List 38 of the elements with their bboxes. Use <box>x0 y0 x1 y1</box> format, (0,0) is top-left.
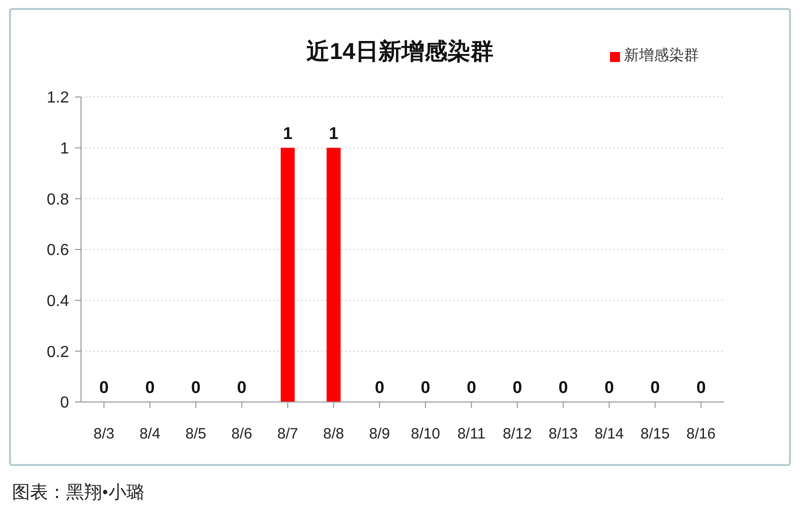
y-tick-label: 0.6 <box>46 242 70 260</box>
data-label: 0 <box>145 378 155 397</box>
x-tick-label: 8/11 <box>457 426 486 443</box>
text: 图表：黑翔•小璐 <box>12 481 144 504</box>
x-tick-label: 8/13 <box>548 426 578 443</box>
y-tick-label: 1 <box>60 140 70 158</box>
data-label: 0 <box>237 378 247 397</box>
data-label: 0 <box>99 378 109 397</box>
data-label: 0 <box>558 378 568 397</box>
y-tick-label: 1.2 <box>46 90 70 107</box>
x-tick-label: 8/3 <box>94 426 114 443</box>
data-label: 0 <box>696 378 706 397</box>
x-tick-label: 8/6 <box>231 426 252 443</box>
x-tick-label: 8/8 <box>323 426 344 443</box>
x-tick-label: 8/5 <box>185 426 206 443</box>
x-tick-label: 8/4 <box>139 426 160 443</box>
x-tick-label: 8/7 <box>277 426 298 443</box>
y-tick-label: 0.8 <box>46 191 70 208</box>
data-label: 0 <box>466 378 476 397</box>
y-tick-label: 0.2 <box>46 344 70 361</box>
x-tick-label: 8/9 <box>369 426 390 443</box>
data-label: 0 <box>650 378 660 397</box>
data-label: 0 <box>374 378 384 397</box>
x-tick-label: 8/12 <box>502 426 532 443</box>
data-label: 0 <box>191 378 201 397</box>
x-tick-label: 8/10 <box>410 426 440 443</box>
y-tick-label: 0 <box>60 394 70 412</box>
data-label: 0 <box>420 378 430 397</box>
x-tick-label: 8/16 <box>686 426 716 443</box>
y-tick-label: 0.4 <box>46 293 70 310</box>
data-label: 0 <box>604 378 614 397</box>
legend-label: 新增感染群 <box>624 48 699 64</box>
chart-title: 近14日新增感染群 <box>306 38 494 64</box>
x-tick-label: 8/14 <box>594 426 624 443</box>
data-label: 1 <box>282 124 292 143</box>
x-tick-label: 8/15 <box>640 426 670 443</box>
data-label: 1 <box>328 124 338 143</box>
data-label: 0 <box>512 378 522 397</box>
